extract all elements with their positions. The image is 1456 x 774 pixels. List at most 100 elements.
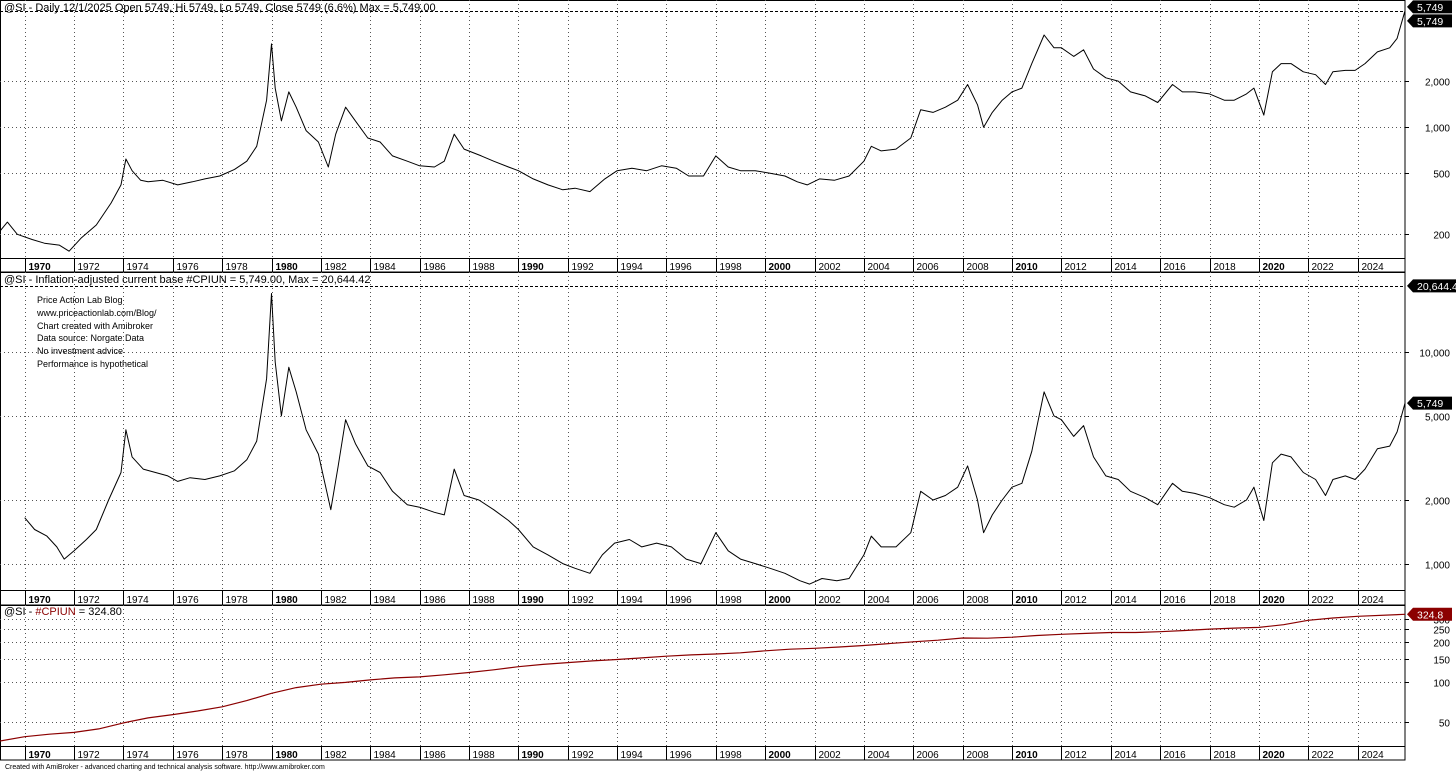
x-tick-label: 1972	[78, 750, 101, 761]
x-tick-label: 1996	[670, 595, 693, 606]
x-tick-label: 2024	[1362, 750, 1385, 761]
note-line: Performance is hypothetical	[37, 358, 149, 369]
pane-2: 1970 1972 1974 1976 1978 1980 1982 1984 1986 1988…	[0, 272, 1456, 606]
x-tick-label: 1970	[29, 262, 52, 273]
x-tick-label: 1994	[621, 262, 644, 273]
x-tick-label: 1982	[325, 262, 348, 273]
value-label: 5,749	[1417, 398, 1443, 410]
x-tick-label: 2002	[819, 595, 842, 606]
value-label: 5,749	[1417, 2, 1443, 14]
x-tick-label: 1982	[325, 595, 348, 606]
price-series-line	[0, 10, 1406, 252]
x-tick-label: 2006	[917, 595, 940, 606]
x-tick-label: 2014	[1115, 262, 1138, 273]
pane-3: 1970 1972 1974 1976 1978 1980 1982 1984 1986 1988…	[0, 605, 1452, 761]
x-tick-label: 2000	[769, 750, 792, 761]
y-tick-label: 100	[1433, 679, 1450, 690]
x-tick-label: 1994	[621, 595, 644, 606]
x-tick-label: 2008	[967, 262, 990, 273]
x-tick-label: 2012	[1065, 595, 1088, 606]
x-tick-label: 1976	[177, 595, 200, 606]
x-tick-label: 2010	[1016, 262, 1039, 273]
x-tick-label: 2024	[1362, 595, 1385, 606]
x-tick-label: 1976	[177, 750, 200, 761]
x-tick-label: 2020	[1263, 750, 1286, 761]
x-tick-label: 2018	[1214, 595, 1237, 606]
x-tick-label: 1990	[522, 262, 545, 273]
x-tick-label: 2008	[967, 750, 990, 761]
x-tick-label: 2020	[1263, 595, 1286, 606]
pane1-title: @SI - Daily 12/1/2025 Open 5749, Hi 5749…	[4, 2, 436, 14]
y-tick-label: 5,000	[1425, 413, 1450, 424]
x-tick-label: 2014	[1115, 750, 1138, 761]
cpi-series-line	[0, 613, 1406, 742]
value-label-bg	[1407, 14, 1452, 28]
y-tick-label: 50	[1439, 719, 1451, 730]
x-tick-label: 1998	[720, 750, 743, 761]
y-tick-label: 500	[1433, 170, 1450, 181]
x-tick-label: 2020	[1263, 262, 1286, 273]
x-tick-label: 1998	[720, 595, 743, 606]
x-tick-label: 1972	[78, 262, 101, 273]
y-tick-label: 1,000	[1425, 561, 1450, 572]
x-tick-label: 1978	[226, 262, 249, 273]
x-tick-label: 2008	[967, 595, 990, 606]
note-line: No investment advice	[37, 346, 124, 357]
y-tick-label: 300	[1433, 616, 1450, 627]
x-tick-label: 1996	[670, 262, 693, 273]
pane3-title-prefix: @SI -	[4, 606, 36, 618]
value-label-bg	[1407, 279, 1456, 293]
x-tick-label: 1978	[226, 595, 249, 606]
x-tick-label: 2006	[917, 750, 940, 761]
x-tick-label: 2016	[1164, 262, 1187, 273]
value-label-bg	[1407, 607, 1452, 621]
footer-credit: Created with AmiBroker - advanced charti…	[5, 764, 325, 771]
x-tick-label: 2018	[1214, 750, 1237, 761]
x-tick-label: 2016	[1164, 750, 1187, 761]
x-tick-label: 2004	[868, 595, 891, 606]
pane3-title: @SI - #CPIUN = 324.80	[4, 606, 122, 618]
y-tick-label: 1,000	[1425, 124, 1450, 135]
x-tick-label: 2000	[769, 595, 792, 606]
pane-1: 1970 1972 1974 1976 1978 1980 1982 1984 1986 1988…	[0, 0, 1452, 273]
value-label: 324.8	[1417, 609, 1443, 621]
x-tick-label: 2002	[819, 262, 842, 273]
x-tick-label: 1994	[621, 750, 644, 761]
x-tick-label: 1988	[473, 595, 496, 606]
x-tick-label: 1988	[473, 750, 496, 761]
x-tick-label: 2022	[1312, 262, 1335, 273]
value-label-bg	[1407, 0, 1452, 14]
x-tick-label: 2018	[1214, 262, 1237, 273]
x-tick-label: 1980	[276, 750, 299, 761]
value-label-bg	[1407, 396, 1452, 410]
x-tick-label: 2022	[1312, 750, 1335, 761]
y-tick-label: 150	[1433, 656, 1450, 667]
x-tick-label: 2012	[1065, 262, 1088, 273]
x-tick-label: 2016	[1164, 595, 1187, 606]
price-series-line	[24, 293, 1406, 585]
x-tick-label: 1980	[276, 262, 299, 273]
pane3-title-series: #CPIUN	[35, 606, 76, 618]
y-tick-label: 250	[1433, 626, 1450, 637]
x-tick-label: 1986	[424, 595, 447, 606]
x-tick-label: 1982	[325, 750, 348, 761]
note-line: www.priceactionlab.com/Blog/	[37, 307, 157, 318]
x-tick-label: 1996	[670, 750, 693, 761]
x-tick-label: 1970	[29, 595, 52, 606]
x-tick-label: 1984	[374, 750, 397, 761]
x-tick-label: 1990	[522, 595, 545, 606]
x-tick-label: 1970	[29, 750, 52, 761]
x-tick-label: 1972	[78, 595, 101, 606]
x-tick-label: 1986	[424, 262, 447, 273]
x-tick-label: 1990	[522, 750, 545, 761]
pane3-title-suffix: = 324.80	[75, 606, 122, 618]
x-tick-label: 1992	[572, 262, 595, 273]
y-tick-label: 200	[1433, 231, 1450, 242]
x-tick-label: 1976	[177, 262, 200, 273]
value-label: 20,644.42	[1417, 281, 1456, 293]
x-tick-label: 2012	[1065, 750, 1088, 761]
note-line: Chart created with Amibroker	[37, 320, 154, 331]
x-tick-label: 1978	[226, 750, 249, 761]
x-tick-label: 2002	[819, 750, 842, 761]
